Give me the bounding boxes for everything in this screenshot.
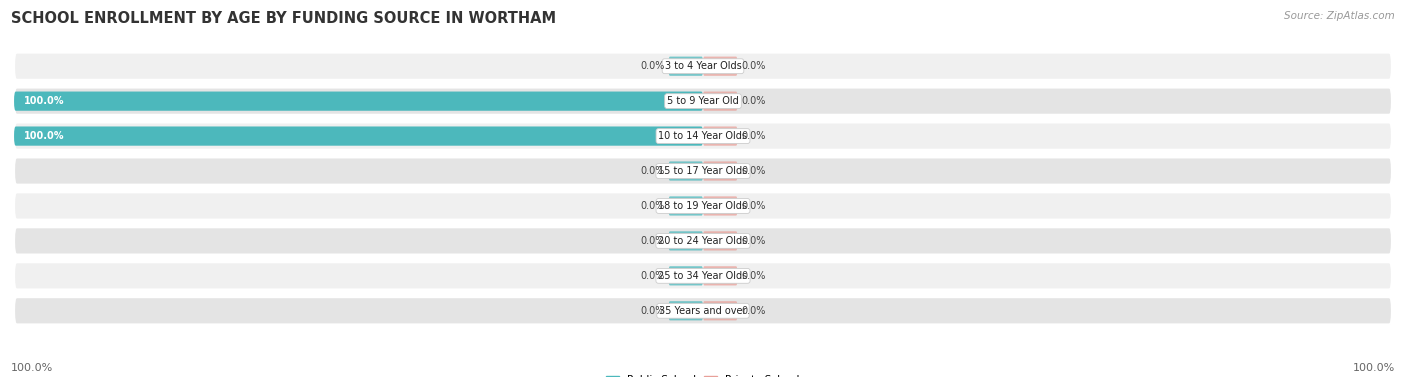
Text: 0.0%: 0.0% (641, 306, 665, 316)
FancyBboxPatch shape (14, 227, 1392, 254)
FancyBboxPatch shape (14, 87, 1392, 115)
FancyBboxPatch shape (14, 297, 1392, 325)
FancyBboxPatch shape (14, 52, 1392, 80)
Text: 0.0%: 0.0% (741, 306, 765, 316)
Text: 0.0%: 0.0% (641, 271, 665, 281)
Text: 25 to 34 Year Olds: 25 to 34 Year Olds (658, 271, 748, 281)
FancyBboxPatch shape (669, 231, 703, 251)
Text: 20 to 24 Year Olds: 20 to 24 Year Olds (658, 236, 748, 246)
Text: 0.0%: 0.0% (741, 61, 765, 71)
Text: 10 to 14 Year Olds: 10 to 14 Year Olds (658, 131, 748, 141)
Text: 35 Years and over: 35 Years and over (659, 306, 747, 316)
FancyBboxPatch shape (669, 266, 703, 285)
FancyBboxPatch shape (703, 301, 738, 320)
FancyBboxPatch shape (703, 126, 738, 146)
FancyBboxPatch shape (14, 262, 1392, 290)
Text: SCHOOL ENROLLMENT BY AGE BY FUNDING SOURCE IN WORTHAM: SCHOOL ENROLLMENT BY AGE BY FUNDING SOUR… (11, 11, 557, 26)
FancyBboxPatch shape (703, 92, 738, 111)
FancyBboxPatch shape (14, 158, 1392, 185)
Text: 0.0%: 0.0% (641, 201, 665, 211)
Text: 3 to 4 Year Olds: 3 to 4 Year Olds (665, 61, 741, 71)
Text: 100.0%: 100.0% (24, 96, 65, 106)
FancyBboxPatch shape (703, 231, 738, 251)
Text: 0.0%: 0.0% (741, 131, 765, 141)
Text: 0.0%: 0.0% (741, 201, 765, 211)
FancyBboxPatch shape (14, 92, 703, 111)
FancyBboxPatch shape (669, 301, 703, 320)
Text: 100.0%: 100.0% (24, 131, 65, 141)
Text: Source: ZipAtlas.com: Source: ZipAtlas.com (1284, 11, 1395, 21)
Text: 100.0%: 100.0% (1353, 363, 1395, 373)
FancyBboxPatch shape (14, 123, 1392, 150)
Text: 100.0%: 100.0% (11, 363, 53, 373)
FancyBboxPatch shape (669, 161, 703, 181)
Text: 0.0%: 0.0% (741, 166, 765, 176)
Text: 18 to 19 Year Olds: 18 to 19 Year Olds (658, 201, 748, 211)
Legend: Public School, Private School: Public School, Private School (602, 371, 804, 377)
FancyBboxPatch shape (703, 266, 738, 285)
Text: 0.0%: 0.0% (741, 236, 765, 246)
Text: 5 to 9 Year Old: 5 to 9 Year Old (666, 96, 740, 106)
FancyBboxPatch shape (14, 192, 1392, 219)
Text: 0.0%: 0.0% (741, 271, 765, 281)
FancyBboxPatch shape (14, 126, 703, 146)
Text: 0.0%: 0.0% (641, 166, 665, 176)
FancyBboxPatch shape (703, 196, 738, 216)
FancyBboxPatch shape (703, 161, 738, 181)
FancyBboxPatch shape (669, 57, 703, 76)
Text: 0.0%: 0.0% (741, 96, 765, 106)
FancyBboxPatch shape (669, 196, 703, 216)
FancyBboxPatch shape (703, 57, 738, 76)
Text: 0.0%: 0.0% (641, 236, 665, 246)
Text: 0.0%: 0.0% (641, 61, 665, 71)
Text: 15 to 17 Year Olds: 15 to 17 Year Olds (658, 166, 748, 176)
